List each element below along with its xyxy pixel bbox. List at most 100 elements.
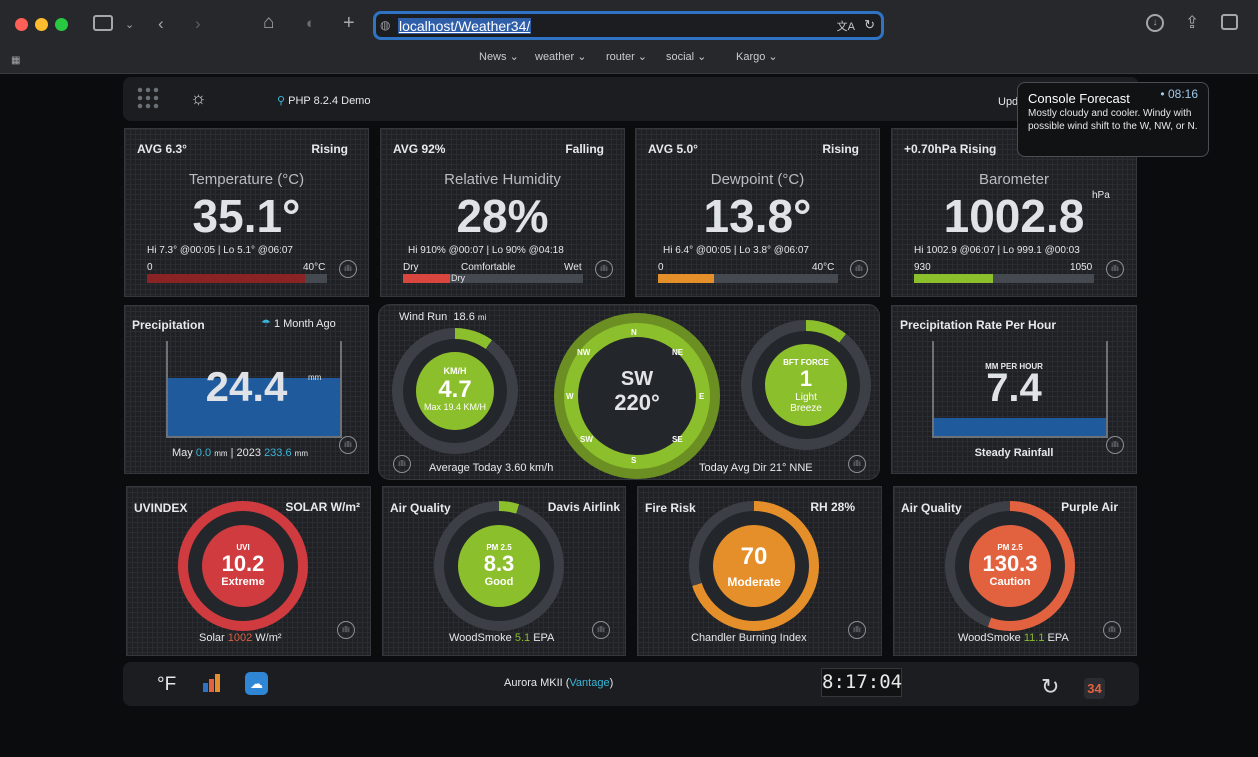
fire-gauge: 70 Moderate (689, 501, 819, 631)
dew-hilo: Hi 6.4° @00:05 | Lo 3.8° @06:07 (663, 245, 809, 256)
uv-card: UVINDEX SOLAR W/m² UVI 10.2 Extreme Sola… (126, 486, 371, 656)
hum-title: Relative Humidity (444, 171, 561, 188)
wind-degrees: 220° (614, 390, 660, 415)
chart-icon[interactable]: ıllı (595, 260, 613, 278)
forecast-tooltip: Console Forecast • 08:16 Mostly cloudy a… (1017, 82, 1209, 157)
chart-icon[interactable]: ıllı (850, 260, 868, 278)
forward-icon[interactable]: › (195, 14, 201, 33)
aq2-desc: Caution (989, 576, 1031, 588)
zoom-window-button[interactable] (55, 18, 68, 31)
chart-icon[interactable]: ıllı (393, 455, 411, 473)
rate-label: MM PER HOUR (985, 362, 1043, 371)
aq1-title: Air Quality (390, 501, 451, 515)
wind-avg: Average Today 3.60 km/h (429, 462, 554, 474)
precip-value: 24.4 (205, 363, 288, 410)
dew-value: 13.8° (703, 190, 812, 242)
chart-icon[interactable]: ıllı (339, 436, 357, 454)
uv-solar-label: SOLAR W/m² (285, 500, 360, 514)
tabs-overview-icon[interactable] (1221, 14, 1238, 30)
update-label: Upd (998, 96, 1019, 108)
wind-speed: 4.7 (438, 376, 472, 403)
humidity-card: AVG 92% Falling Relative Humidity 28% Hi… (380, 128, 625, 297)
wind-today-dir: Today Avg Dir 21° NNE (699, 462, 813, 474)
address-bar[interactable]: ◍ localhost/Weather34/ 文A ↻ (373, 11, 884, 40)
baro-value: 1002.8 (943, 190, 1085, 242)
fire-title: Fire Risk (645, 501, 696, 515)
downloads-icon[interactable]: ↓ (1146, 14, 1164, 32)
favorite-social[interactable]: social ⌄ (666, 51, 707, 63)
rate-title: Precipitation Rate Per Hour (900, 318, 1057, 332)
cloud-icon[interactable]: ☁ (245, 672, 268, 695)
dew-title: Dewpoint (°C) (710, 171, 805, 188)
translate-icon[interactable]: 文A (836, 21, 855, 33)
chevron-down-icon[interactable]: ⌄ (125, 19, 135, 31)
refresh-icon[interactable]: ↻ (1041, 674, 1060, 699)
baro-hilo: Hi 1002.9 @06:07 | Lo 999.1 @00:03 (914, 245, 1080, 256)
precip-summary: May 0.0 mm | 2023 233.6 mm (172, 447, 308, 459)
favorite-router[interactable]: router ⌄ (606, 51, 648, 63)
favorite-news[interactable]: News ⌄ (479, 51, 519, 63)
compass-s: S (631, 456, 637, 465)
close-window-button[interactable] (15, 18, 28, 31)
rain-gauge (166, 341, 342, 438)
rain-rate-card: Precipitation Rate Per Hour MM PER HOUR … (891, 305, 1137, 474)
shield-icon[interactable]: ◐ (306, 15, 316, 32)
pin-icon: ⚲ (277, 95, 286, 107)
sidebar-icon[interactable] (93, 15, 113, 31)
hum-mid: Comfortable (461, 262, 516, 273)
hum-bar-label: Dry (451, 273, 465, 283)
charts-icon[interactable] (203, 674, 221, 692)
precip-title: Precipitation (132, 318, 205, 332)
grid-icon[interactable]: ▦ (11, 55, 21, 66)
hum-hilo: Hi 910% @00:07 | Lo 90% @04:18 (408, 245, 564, 256)
temp-bar (147, 274, 327, 283)
url-text[interactable]: localhost/Weather34/ (398, 18, 532, 34)
temp-min: 0 (147, 262, 153, 273)
aq2-foot: WoodSmoke 11.1 EPA (958, 632, 1069, 644)
weather34-logo[interactable]: 34 (1084, 678, 1105, 699)
precipitation-card: Precipitation ☂ 1 Month Ago 24.4 mm May … (124, 305, 369, 474)
aq1-desc: Good (484, 576, 514, 588)
hum-value: 28% (456, 190, 549, 242)
chart-icon[interactable]: ıllı (848, 621, 866, 639)
rate-value: 7.4 (986, 366, 1042, 410)
chart-icon[interactable]: ıllı (337, 621, 355, 639)
back-icon[interactable]: ‹ (158, 14, 164, 33)
aq1-source: Davis Airlink (547, 500, 620, 514)
fire-desc: Moderate (727, 575, 781, 589)
new-tab-icon[interactable]: + (343, 12, 355, 34)
bft-label: BFT FORCE (783, 358, 829, 367)
chart-icon[interactable]: ıllı (339, 260, 357, 278)
precip-ago: ☂ 1 Month Ago (261, 318, 336, 330)
minimize-window-button[interactable] (35, 18, 48, 31)
fire-foot: Chandler Burning Index (691, 632, 807, 644)
reload-icon[interactable]: ↻ (864, 17, 875, 32)
theme-sun-icon[interactable]: ☼ (190, 88, 207, 108)
hum-avg: AVG 92% (393, 142, 446, 156)
units-toggle[interactable]: °F (157, 674, 177, 695)
temp-hilo: Hi 7.3° @00:05 | Lo 5.1° @06:07 (147, 245, 293, 256)
wind-speed-gauge: KM/H 4.7 Max 19.4 KM/H (392, 328, 518, 454)
fire-rh: RH 28% (810, 500, 855, 514)
tooltip-time: • 08:16 (1160, 87, 1198, 101)
chart-icon[interactable]: ıllı (1106, 436, 1124, 454)
hum-bar: Dry (403, 273, 583, 283)
share-icon[interactable]: ⇪ (1185, 13, 1200, 32)
favorite-kargo[interactable]: Kargo ⌄ (736, 51, 778, 63)
globe-icon: ◍ (380, 18, 391, 32)
compass-se: SE (672, 435, 683, 444)
dew-min: 0 (658, 262, 664, 273)
home-icon[interactable]: ⌂ (263, 12, 275, 33)
chart-icon[interactable]: ıllı (592, 621, 610, 639)
bft-value: 1 (799, 366, 813, 391)
baro-min: 930 (914, 262, 931, 273)
vantage-link[interactable]: Vantage (569, 677, 610, 689)
chart-icon[interactable]: ıllı (1103, 621, 1121, 639)
location-label: ⚲ PHP 8.2.4 Demo (277, 95, 371, 107)
chart-icon[interactable]: ıllı (848, 455, 866, 473)
temp-value: 35.1° (192, 190, 301, 242)
chart-icon[interactable]: ıllı (1106, 260, 1124, 278)
beaufort-gauge: BFT FORCE 1 Light Breeze (741, 320, 871, 450)
favorite-weather[interactable]: weather ⌄ (535, 51, 587, 63)
menu-grid-icon[interactable] (136, 86, 160, 110)
